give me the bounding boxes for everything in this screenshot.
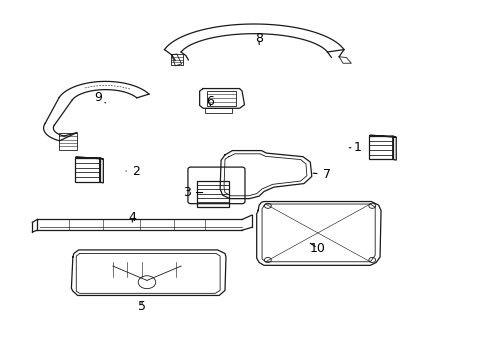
Bar: [170, 54, 183, 65]
Text: 9: 9: [94, 91, 105, 104]
Bar: [205, 108, 232, 113]
Bar: [59, 133, 77, 150]
Bar: [368, 136, 392, 159]
Text: 6: 6: [206, 95, 214, 108]
Text: 8: 8: [255, 32, 263, 45]
Text: 1: 1: [348, 141, 361, 154]
Text: 4: 4: [128, 211, 136, 224]
Text: 3: 3: [183, 186, 203, 199]
Text: 10: 10: [309, 242, 325, 255]
Bar: [197, 181, 228, 207]
Text: 5: 5: [138, 300, 146, 313]
Text: 2: 2: [126, 165, 140, 177]
Bar: [207, 91, 235, 106]
Bar: [75, 158, 100, 182]
Text: 7: 7: [312, 168, 330, 181]
